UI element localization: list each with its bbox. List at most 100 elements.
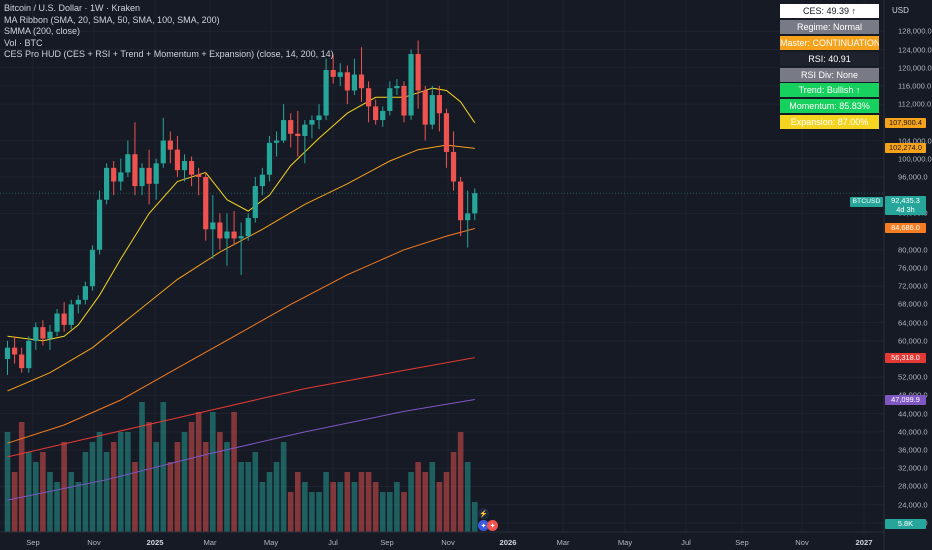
candle-body [458,181,464,221]
volume-bar [174,442,181,532]
hud-trend: Trend: Bullish ↑ [780,83,879,98]
volume-bar [387,492,393,532]
last-price-badge: 92,435.3 4d 3h [885,196,926,215]
candle-body [104,167,110,200]
volume-bar [372,482,379,532]
time-tick-label: Jul [328,538,338,547]
volume-bar [146,422,152,532]
volume-bar [302,482,308,532]
candle-body [4,347,11,360]
lightning-icon[interactable]: ⚡ [478,508,489,519]
candle-body [111,167,117,182]
price-tick-label: 72,000.0 [898,281,928,291]
candle-body [465,213,471,221]
volume-bar [47,472,53,532]
candle-body [365,88,372,107]
currency-label[interactable]: USD [892,6,909,15]
hud-ces: CES: 49.39 ↑ [780,4,879,18]
volume-bar [217,432,223,532]
candle-body [295,133,301,136]
volume-bar [330,482,336,532]
candle-body [125,154,131,173]
volume-bar [351,482,358,532]
price-tick-label: 128,000.0 [898,26,932,36]
candle-body [288,120,294,134]
candle-body [132,154,138,187]
volume-bar [132,462,138,532]
candle-body [89,249,96,287]
price-tick-label: 64,000.0 [898,318,928,328]
volume-bar [160,402,167,532]
volume-bar [429,462,436,532]
hud-rsi-div: RSI Div: None [780,67,879,82]
candle-body [33,327,39,341]
ces-hud-indicator[interactable]: CES Pro HUD (CES + RSI + Trend + Momentu… [4,49,334,60]
time-tick-label: Mar [556,538,570,547]
time-tick-label: Nov [795,538,809,547]
candle-body [75,299,81,305]
candle-body [380,110,386,121]
candle-body [40,327,46,339]
price-tick-label: 100,000.0 [898,154,932,164]
candle-body [26,340,32,369]
bar-countdown: 4d 3h [896,205,915,214]
price-tag: 5.8K [885,519,926,530]
event-flag-icon[interactable]: ✦ [487,520,498,531]
ma-200-line [7,357,475,458]
volume-bar [11,472,18,532]
volume-bar [379,492,386,532]
candle-body [309,120,315,125]
candle-body [436,95,442,114]
volume-bar [202,442,209,532]
candle-body [153,163,159,184]
volume-bar [436,482,443,532]
price-tick-label: 60,000.0 [898,336,928,346]
price-tick-label: 44,000.0 [898,409,928,419]
volume-bar [61,442,67,532]
price-tick-label: 80,000.0 [898,245,928,255]
price-tick-label: 32,000.0 [898,463,928,473]
price-tick-label: 28,000.0 [898,481,928,491]
ma-100-line [7,228,475,444]
volume-bar [245,462,252,532]
smma-200-line [7,399,475,501]
volume-bar [471,502,478,532]
volume-bar [54,482,60,532]
time-tick-label: Nov [441,538,455,547]
candle-body [146,167,152,184]
time-tick-label: 2025 [146,538,164,547]
candle-body [19,354,25,369]
hud-momentum: Momentum: 85.83% [780,99,879,114]
price-tag: 102,274.0 [885,143,926,154]
candle-body [210,222,216,230]
hud-regime: Regime: Normal [780,19,879,34]
candle-body [358,74,365,89]
candle-body [231,231,237,239]
price-tick-label: 104,000.0 [898,136,932,146]
candle-body [245,217,251,237]
volume-bar [394,482,400,532]
candle-body [302,124,308,136]
time-tick-label: 2027 [855,538,873,547]
ma-ribbon-indicator[interactable]: MA Ribbon (SMA, 20, SMA, 50, SMA, 100, S… [4,14,220,25]
volume-bar [40,452,46,532]
ma-50-line [7,144,475,392]
candle-body [196,174,202,177]
candle-body [252,186,258,218]
volume-bar [294,472,301,532]
flag-icon[interactable]: ✦ [478,520,489,531]
smma-indicator[interactable]: SMMA (200, close) [4,26,81,37]
candle-body [118,172,124,182]
symbol-title[interactable]: Bitcoin / U.S. Dollar · 1W · Kraken [4,3,141,13]
candle-body [273,140,280,143]
price-tick-label: 52,000.0 [898,372,928,382]
price-tag: 84,686.0 [885,223,926,234]
candle-body [337,72,343,77]
volume-indicator[interactable]: Vol · BTC [4,37,43,48]
price-tick-label: 124,000.0 [898,45,932,55]
volume-bar [323,472,329,532]
last-price-symbol: BTCUSD [850,197,883,207]
volume-bar [309,492,315,532]
volume-bar [125,432,131,532]
